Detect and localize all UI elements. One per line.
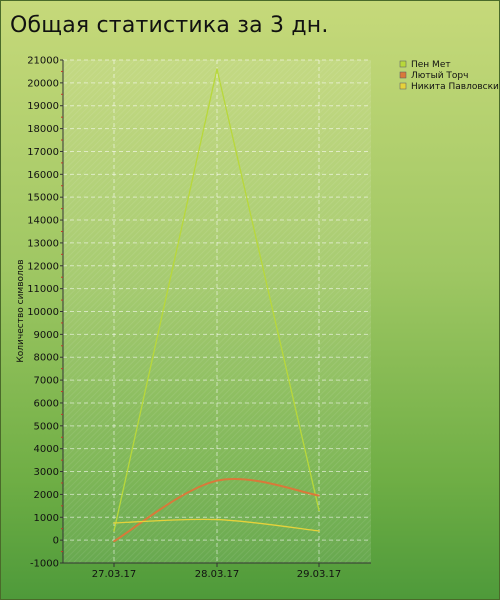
- y-tick-label: 17000: [27, 147, 59, 158]
- data-point: [216, 68, 218, 70]
- y-tick-label: 11000: [27, 284, 59, 295]
- y-tick-label: 2000: [34, 490, 59, 501]
- y-tick-label: 0: [53, 536, 59, 547]
- y-tick-label: 10000: [27, 307, 59, 318]
- legend-label: Никита Павловский: [411, 82, 499, 92]
- y-tick-label: 8000: [34, 353, 59, 364]
- data-point: [113, 522, 115, 524]
- y-tick-label: 18000: [27, 124, 59, 135]
- y-tick-label: 5000: [34, 421, 59, 432]
- y-tick-label: 15000: [27, 193, 59, 204]
- y-tick-label: 9000: [34, 330, 59, 341]
- data-point: [318, 530, 320, 532]
- y-tick-label: 14000: [27, 216, 59, 227]
- x-tick-label: 28.03.17: [195, 569, 240, 580]
- data-point: [216, 518, 218, 521]
- axes: [60, 59, 371, 567]
- y-tick-label: -1000: [30, 559, 59, 570]
- legend-swatch: [399, 60, 407, 68]
- data-point: [113, 540, 115, 543]
- data-point: [216, 479, 218, 482]
- grid: [63, 59, 371, 564]
- y-axis-title: Количество символов: [16, 259, 26, 362]
- legend-swatch: [399, 82, 407, 90]
- y-tick-label: 16000: [27, 170, 59, 181]
- y-tick-label: 3000: [34, 467, 59, 478]
- chart-title: Общая статистика за 3 дн.: [10, 13, 329, 38]
- y-tick-label: 6000: [34, 398, 59, 409]
- x-tick-label: 29.03.17: [297, 569, 342, 580]
- y-tick-label: 1000: [34, 513, 59, 524]
- legend-label: Лютый Торч: [411, 71, 468, 81]
- y-tick-label: 4000: [34, 444, 59, 455]
- y-tick-label: 20000: [27, 78, 59, 89]
- legend-label: Пен Мет: [411, 60, 451, 70]
- y-tick-label: 13000: [27, 238, 59, 249]
- y-tick-label: 19000: [27, 101, 59, 112]
- x-tick-label: 27.03.17: [92, 569, 137, 580]
- tick-labels: -1000 0 1000 2000 3000 4000 5000 6000 7000 8000 90…: [27, 56, 341, 581]
- legend-swatch: [399, 71, 407, 79]
- y-tick-label: 7000: [34, 376, 59, 387]
- data-point: [318, 509, 320, 512]
- data-point: [113, 530, 115, 532]
- y-tick-label: 12000: [27, 261, 59, 272]
- series: [113, 68, 320, 543]
- y-tick-label: 21000: [27, 56, 59, 67]
- data-point: [318, 494, 320, 497]
